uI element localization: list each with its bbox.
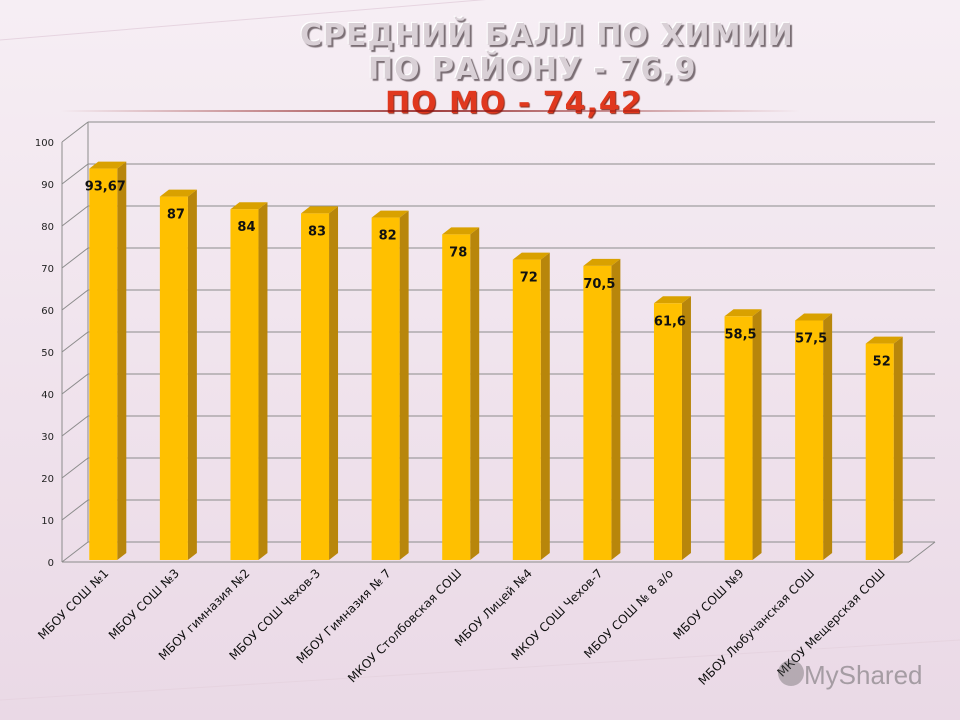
grid-diagonal bbox=[61, 373, 89, 395]
bar-top bbox=[89, 161, 127, 169]
x-tick-label: МБОУ Лицей №4 bbox=[452, 566, 535, 649]
y-tick-label: 40 bbox=[41, 390, 54, 401]
watermark: MyShared bbox=[770, 660, 923, 691]
bar-side bbox=[470, 227, 480, 560]
watermark-text: MyShared bbox=[804, 660, 923, 690]
bar bbox=[230, 209, 259, 560]
grid-diagonal bbox=[61, 415, 89, 437]
data-label: 78 bbox=[449, 245, 467, 260]
data-label: 87 bbox=[167, 208, 185, 223]
bar-side bbox=[681, 296, 691, 560]
bar bbox=[159, 196, 188, 560]
grid-diagonal bbox=[61, 205, 89, 227]
y-tick-label: 10 bbox=[41, 516, 54, 527]
grid-diagonal bbox=[61, 121, 89, 143]
bar bbox=[89, 168, 118, 560]
bar-top bbox=[583, 258, 621, 266]
bar-top bbox=[371, 210, 409, 218]
bar bbox=[512, 259, 541, 560]
bar bbox=[795, 320, 824, 560]
bar-top bbox=[724, 309, 762, 317]
data-label: 82 bbox=[379, 229, 397, 244]
bar-top bbox=[159, 189, 197, 197]
grid-diagonal bbox=[61, 457, 89, 479]
bar-top bbox=[865, 336, 903, 344]
grid-diagonal bbox=[61, 331, 89, 353]
y-tick-label: 90 bbox=[41, 180, 54, 191]
bar-top bbox=[301, 206, 339, 214]
data-label: 58,5 bbox=[725, 327, 757, 342]
data-label: 84 bbox=[237, 220, 255, 235]
y-tick-label: 50 bbox=[41, 348, 54, 359]
bar-top bbox=[442, 227, 480, 235]
data-label: 61,6 bbox=[654, 314, 686, 329]
data-label: 70,5 bbox=[583, 277, 615, 292]
data-label: 93,67 bbox=[85, 180, 126, 195]
grid-diagonal bbox=[61, 289, 89, 311]
y-tick-label: 80 bbox=[41, 222, 54, 233]
bar-top bbox=[512, 252, 550, 260]
bar bbox=[301, 213, 330, 560]
bar-top bbox=[795, 313, 833, 321]
y-tick-label: 70 bbox=[41, 264, 54, 275]
bar bbox=[583, 265, 612, 560]
bar bbox=[653, 303, 682, 560]
grid-diagonal bbox=[61, 499, 89, 521]
bar-side bbox=[893, 336, 903, 560]
bar-side bbox=[540, 252, 550, 560]
bar bbox=[371, 217, 400, 560]
data-label: 72 bbox=[520, 271, 538, 286]
y-tick-label: 30 bbox=[41, 432, 54, 443]
grid-diagonal bbox=[61, 541, 89, 563]
bar-side bbox=[399, 210, 409, 560]
bar-side bbox=[117, 161, 127, 560]
y-tick-label: 100 bbox=[35, 138, 54, 149]
bar-side bbox=[823, 313, 833, 560]
y-tick-label: 20 bbox=[41, 474, 54, 485]
x-tick-label: МКОУ Столбовская СОШ bbox=[345, 566, 464, 685]
data-label: 52 bbox=[873, 355, 891, 370]
data-label: 57,5 bbox=[795, 332, 827, 347]
x-tick-label: МБОУ СОШ №1 bbox=[35, 566, 111, 642]
bar-side bbox=[258, 202, 268, 560]
x-tick-label: МБОУ СОШ №9 bbox=[670, 566, 746, 642]
grid-diagonal bbox=[61, 247, 89, 269]
slide-title: СРЕДНИЙ БАЛЛ ПО ХИМИИ ПО РАЙОНУ - 76,9 П… bbox=[0, 8, 960, 121]
bar-side bbox=[187, 189, 197, 560]
y-tick-label: 60 bbox=[41, 306, 54, 317]
bar-side bbox=[752, 309, 762, 560]
bar-top bbox=[230, 202, 268, 210]
bar bbox=[442, 234, 471, 560]
title-underline bbox=[60, 110, 800, 112]
bar bbox=[724, 316, 753, 560]
bar-side bbox=[611, 258, 621, 560]
grid-diagonal bbox=[61, 163, 89, 185]
bar-side bbox=[329, 206, 339, 560]
x-tick-label: МБОУ СОШ №3 bbox=[106, 566, 182, 642]
floor-edge bbox=[908, 541, 936, 563]
title-line-1: СРЕДНИЙ БАЛЛ ПО ХИМИИ bbox=[300, 18, 794, 53]
y-tick-label: 0 bbox=[48, 558, 54, 569]
bar bbox=[865, 343, 894, 560]
data-label: 83 bbox=[308, 224, 326, 239]
bar-top bbox=[653, 296, 691, 304]
title-line-3: ПО МО - 74,42 bbox=[385, 86, 643, 121]
watermark-logo-icon bbox=[778, 660, 804, 686]
title-line-2: ПО РАЙОНУ - 76,9 bbox=[368, 52, 697, 87]
